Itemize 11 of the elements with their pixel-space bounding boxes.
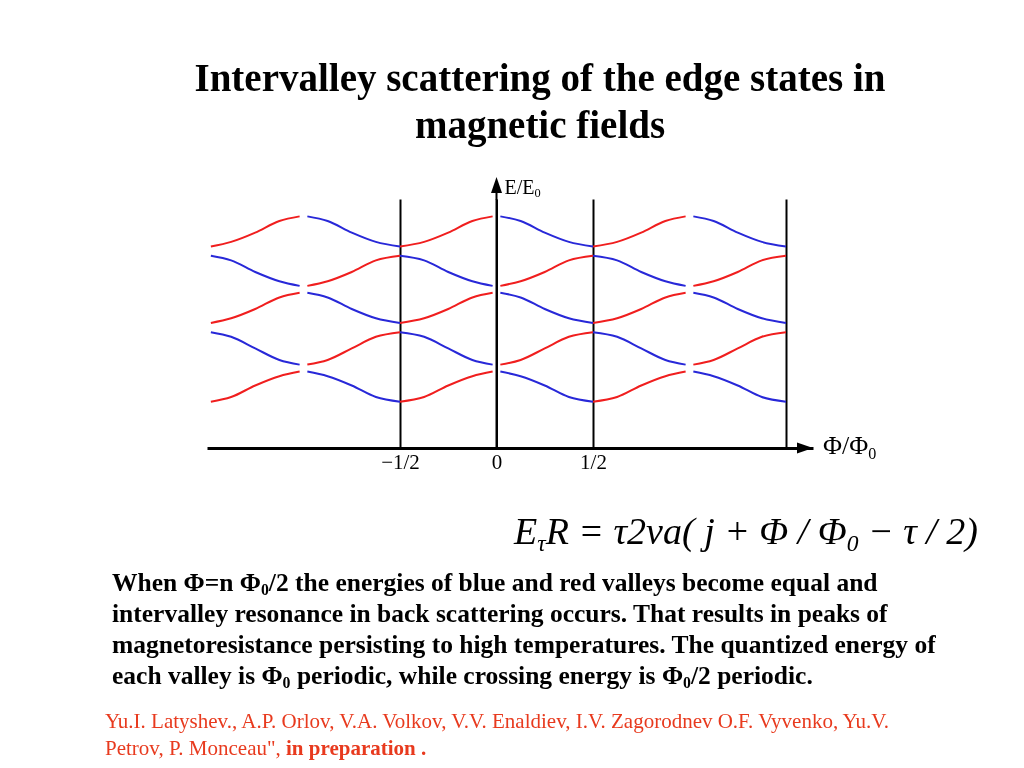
text: When Φ=n Φ$_{0}$/2 the energies of blue and red valleys become equal and intervalley resonance in back scattering occurs. That results in peaks of magnetoresistance persisting to high temperatures. The quantized energy of each valley is Φ$_{0}$ periodic, while crossing energy is Φ$_{0}$/2 periodic. [112,568,936,692]
chart-title: Intervalley scattering of the edge states in magnetic fields [193,55,887,148]
text: Yu.I. Latyshev., A.P. Orlov, V.A. Volkov, V.V. Enaldiev, I.V. Zagorodnev O.F. Vyvenko, Yu.V. [105,709,889,733]
x-tick-label: −1/2 [381,449,420,474]
x-tick-label: 1/2 [580,449,607,474]
text: E$_{τ}$R = τ2va( j + Φ / Φ$_{0}$ − τ / 2) [514,509,978,556]
y-axis-title: E/E$_{0}$ [504,176,541,201]
text: Petrov, P. Monceau", [105,736,281,760]
text: in preparation . [286,736,427,760]
x-tick-label: 0 [491,449,503,474]
x-axis-title: Φ/Φ$_{0}$ [823,430,877,464]
